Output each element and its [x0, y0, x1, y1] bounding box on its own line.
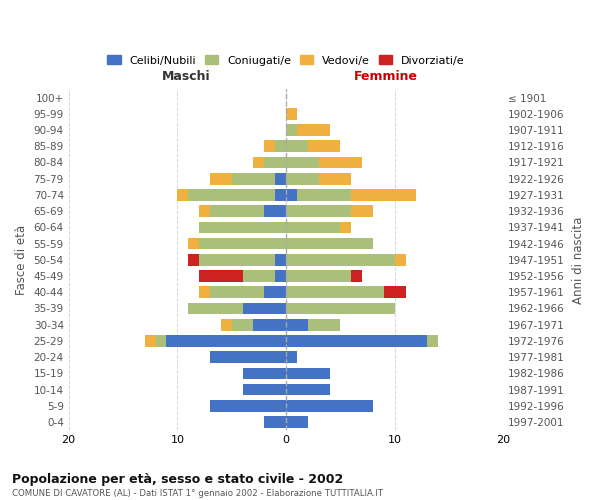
Bar: [253, 319, 286, 330]
Bar: [199, 254, 275, 266]
Bar: [286, 384, 329, 396]
Bar: [286, 319, 308, 330]
Bar: [265, 156, 286, 168]
Bar: [351, 189, 416, 201]
Bar: [275, 189, 286, 201]
Bar: [319, 173, 351, 184]
Bar: [286, 270, 351, 282]
Bar: [297, 189, 351, 201]
Bar: [286, 286, 384, 298]
Bar: [286, 335, 427, 347]
Bar: [286, 173, 319, 184]
Bar: [265, 206, 286, 217]
Bar: [308, 319, 340, 330]
Bar: [275, 254, 286, 266]
Bar: [265, 286, 286, 298]
Bar: [166, 335, 286, 347]
Bar: [210, 206, 265, 217]
Y-axis label: Fasce di età: Fasce di età: [15, 225, 28, 295]
Text: COMUNE DI CAVATORE (AL) - Dati ISTAT 1° gennaio 2002 - Elaborazione TUTTITALIA.I: COMUNE DI CAVATORE (AL) - Dati ISTAT 1° …: [12, 489, 383, 498]
Bar: [188, 238, 199, 250]
Bar: [155, 335, 166, 347]
Bar: [242, 270, 275, 282]
Bar: [199, 238, 286, 250]
Bar: [286, 124, 297, 136]
Bar: [232, 173, 275, 184]
Bar: [145, 335, 155, 347]
Legend: Celibi/Nubili, Coniugati/e, Vedovi/e, Divorziati/e: Celibi/Nubili, Coniugati/e, Vedovi/e, Di…: [103, 51, 469, 70]
Bar: [351, 270, 362, 282]
Bar: [286, 400, 373, 411]
Bar: [199, 222, 286, 233]
Bar: [308, 140, 340, 152]
Bar: [319, 156, 362, 168]
Y-axis label: Anni di nascita: Anni di nascita: [572, 216, 585, 304]
Bar: [265, 416, 286, 428]
Bar: [351, 206, 373, 217]
Bar: [286, 156, 319, 168]
Bar: [286, 302, 395, 314]
Bar: [275, 270, 286, 282]
Bar: [275, 140, 286, 152]
Bar: [384, 286, 406, 298]
Bar: [286, 222, 340, 233]
Bar: [427, 335, 438, 347]
Bar: [286, 368, 329, 379]
Bar: [286, 352, 297, 363]
Bar: [286, 416, 308, 428]
Bar: [199, 206, 210, 217]
Text: Popolazione per età, sesso e stato civile - 2002: Popolazione per età, sesso e stato civil…: [12, 472, 343, 486]
Bar: [210, 286, 265, 298]
Bar: [286, 238, 373, 250]
Bar: [178, 189, 188, 201]
Bar: [286, 189, 297, 201]
Bar: [199, 286, 210, 298]
Bar: [286, 108, 297, 120]
Bar: [221, 319, 232, 330]
Bar: [232, 319, 253, 330]
Bar: [395, 254, 406, 266]
Bar: [210, 400, 286, 411]
Bar: [210, 173, 232, 184]
Bar: [188, 302, 242, 314]
Text: Maschi: Maschi: [162, 70, 211, 82]
Bar: [286, 140, 308, 152]
Bar: [242, 302, 286, 314]
Bar: [188, 189, 275, 201]
Bar: [286, 254, 395, 266]
Bar: [286, 206, 351, 217]
Bar: [340, 222, 351, 233]
Bar: [199, 270, 242, 282]
Text: Femmine: Femmine: [354, 70, 418, 82]
Bar: [242, 384, 286, 396]
Bar: [253, 156, 265, 168]
Bar: [265, 140, 275, 152]
Bar: [275, 173, 286, 184]
Bar: [210, 352, 286, 363]
Bar: [242, 368, 286, 379]
Bar: [188, 254, 199, 266]
Bar: [297, 124, 329, 136]
